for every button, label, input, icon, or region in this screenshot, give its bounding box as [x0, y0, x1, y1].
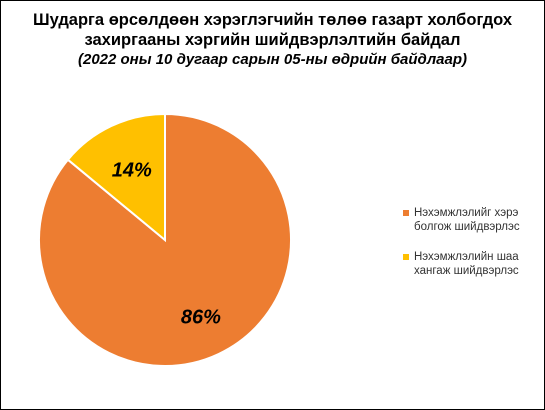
chart-title-block: Шударга өрсөлдөөн хэрэглэгчийн төлөө газ… [0, 10, 545, 70]
chart-subtitle: (2022 оны 10 дугаар сарын 05-ны өдрийн б… [77, 51, 467, 68]
legend-label-line: Нэхэмжлэлийг хэрэ [414, 207, 519, 219]
legend-label: Нэхэмжлэлийн шаа хангаж шийдвэрлэс [414, 250, 519, 278]
legend-label: Нэхэмжлэлийг хэрэ болгож шийдвэрлэс [414, 206, 520, 234]
legend-swatch [403, 210, 409, 216]
legend-label-line: Нэхэмжлэлийн шаа [414, 251, 519, 263]
chart-title-line-2: захиргааны хэргийн шийдвэрлэлтийн байдал [84, 31, 461, 49]
chart-legend: Нэхэмжлэлийг хэрэ болгож шийдвэрлэс Нэхэ… [403, 206, 545, 294]
legend-label-line: болгож шийдвэрлэс [414, 221, 520, 233]
pie-data-label: 14% [112, 159, 152, 181]
pie-data-label: 86% [181, 306, 221, 328]
pie-slice [66, 112, 166, 243]
chart-title-line-1: Шударга өрсөлдөөн хэрэглэгчийн төлөө газ… [32, 11, 513, 29]
legend-swatch [403, 254, 409, 260]
legend-item: Нэхэмжлэлийг хэрэ болгож шийдвэрлэс [403, 206, 545, 234]
legend-item: Нэхэмжлэлийн шаа хангаж шийдвэрлэс [403, 250, 545, 278]
legend-label-line: хангаж шийдвэрлэс [414, 265, 519, 277]
